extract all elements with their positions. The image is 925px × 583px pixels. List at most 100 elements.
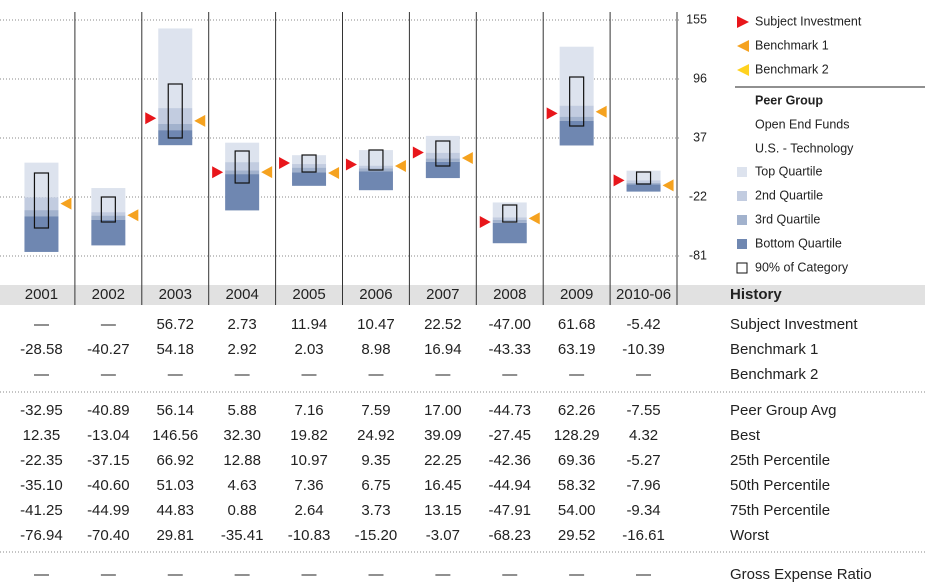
expense-cell: — [435,566,450,583]
quartile-box [425,161,460,179]
legend-swatch [736,262,748,274]
quartile-box [225,170,260,175]
series-cell: — [435,366,450,383]
row-label: Gross Expense Ratio [730,566,872,583]
legend-swatch [737,191,747,201]
series-cell: — [34,316,49,333]
stat-cell: 29.81 [156,527,194,544]
series-cell: — [168,366,183,383]
row-label: Best [730,427,761,444]
stat-cell: 12.35 [23,427,61,444]
expense-cell: — [569,566,584,583]
stat-cell: -37.15 [87,452,130,469]
expense-cell: — [168,566,183,583]
column-header: 2006 [359,286,392,303]
stat-cell: -22.35 [20,452,63,469]
quartile-box [425,152,460,159]
quartile-box [358,150,393,166]
series-cell: -5.42 [626,316,660,333]
series-cell: 10.47 [357,316,395,333]
column-header: 2007 [426,286,459,303]
quartile-box [626,170,661,181]
stat-cell: -9.34 [626,502,660,519]
row-label: 50th Percentile [730,477,830,494]
quartile-box [24,216,59,252]
header-band [0,285,925,305]
legend-label: Benchmark 1 [755,38,829,52]
expense-cell: — [368,566,383,583]
range-90-box [435,140,451,167]
stat-cell: -68.23 [488,527,531,544]
stat-cell: 7.59 [361,402,390,419]
quartile-box [559,46,594,106]
stat-cell: 62.26 [558,402,596,419]
column-header: 2003 [159,286,192,303]
range-90-box [234,150,250,184]
stat-cell: -5.27 [626,452,660,469]
quartile-box [225,162,260,171]
quartile-box [91,219,126,246]
benchmark-marker [528,212,540,225]
stat-cell: -42.36 [488,452,531,469]
benchmark-marker [60,197,72,210]
legend-marker [737,16,749,28]
quartile-box [559,105,594,117]
stat-cell: 58.32 [558,477,596,494]
stat-cell: -35.10 [20,477,63,494]
stat-cell: 0.88 [228,502,257,519]
range-90-box [167,83,183,139]
stat-cell: 13.15 [424,502,462,519]
series-cell: -28.58 [20,341,63,358]
range-90-box [100,196,116,223]
quartile-box [626,180,661,183]
series-cell: 2.03 [294,341,323,358]
stat-cell: 7.36 [294,477,323,494]
series-cell: -10.39 [622,341,665,358]
stat-cell: 51.03 [156,477,194,494]
series-cell: 2.73 [228,316,257,333]
stat-cell: 39.09 [424,427,462,444]
quartile-box [358,171,393,191]
peer-group-line: Open End Funds [755,117,850,131]
series-cell: 16.94 [424,341,462,358]
stat-cell: 29.52 [558,527,596,544]
legend-marker [737,40,749,52]
quartile-box [292,164,327,168]
quartile-box [91,212,126,216]
quartile-box [626,184,661,192]
legend-label: 90% of Category [755,260,849,274]
row-label: Worst [730,527,770,544]
row-label: 25th Percentile [730,452,830,469]
stat-cell: 66.92 [156,452,194,469]
stat-cell: 9.35 [361,452,390,469]
series-cell: 11.94 [291,316,327,333]
stat-cell: -3.07 [426,527,460,544]
quartile-box [225,174,260,211]
column-header: 2004 [225,286,258,303]
stat-cell: -15.20 [355,527,398,544]
range-90-box [368,149,384,171]
row-label: 75th Percentile [730,502,830,519]
stat-cell: 4.32 [629,427,658,444]
stat-cell: 2.64 [294,502,323,519]
expense-cell: — [502,566,517,583]
column-header: 2009 [560,286,593,303]
series-cell: 22.52 [424,316,462,333]
peer-group-line: U.S. - Technology [755,141,854,155]
quartile-box [559,121,594,146]
benchmark-marker [595,105,607,118]
stat-cell: -7.55 [626,402,660,419]
expense-cell: — [235,566,250,583]
series-cell: — [101,316,116,333]
stat-cell: -44.99 [87,502,130,519]
expense-cell: — [34,566,49,583]
expense-cell: — [302,566,317,583]
series-cell: — [235,366,250,383]
row-label: Peer Group Avg [730,402,836,419]
quartile-box [158,123,193,131]
benchmark-marker [461,152,473,165]
row-label: Subject Investment [730,316,858,333]
quartile-box [559,116,594,121]
stat-cell: -13.04 [87,427,130,444]
